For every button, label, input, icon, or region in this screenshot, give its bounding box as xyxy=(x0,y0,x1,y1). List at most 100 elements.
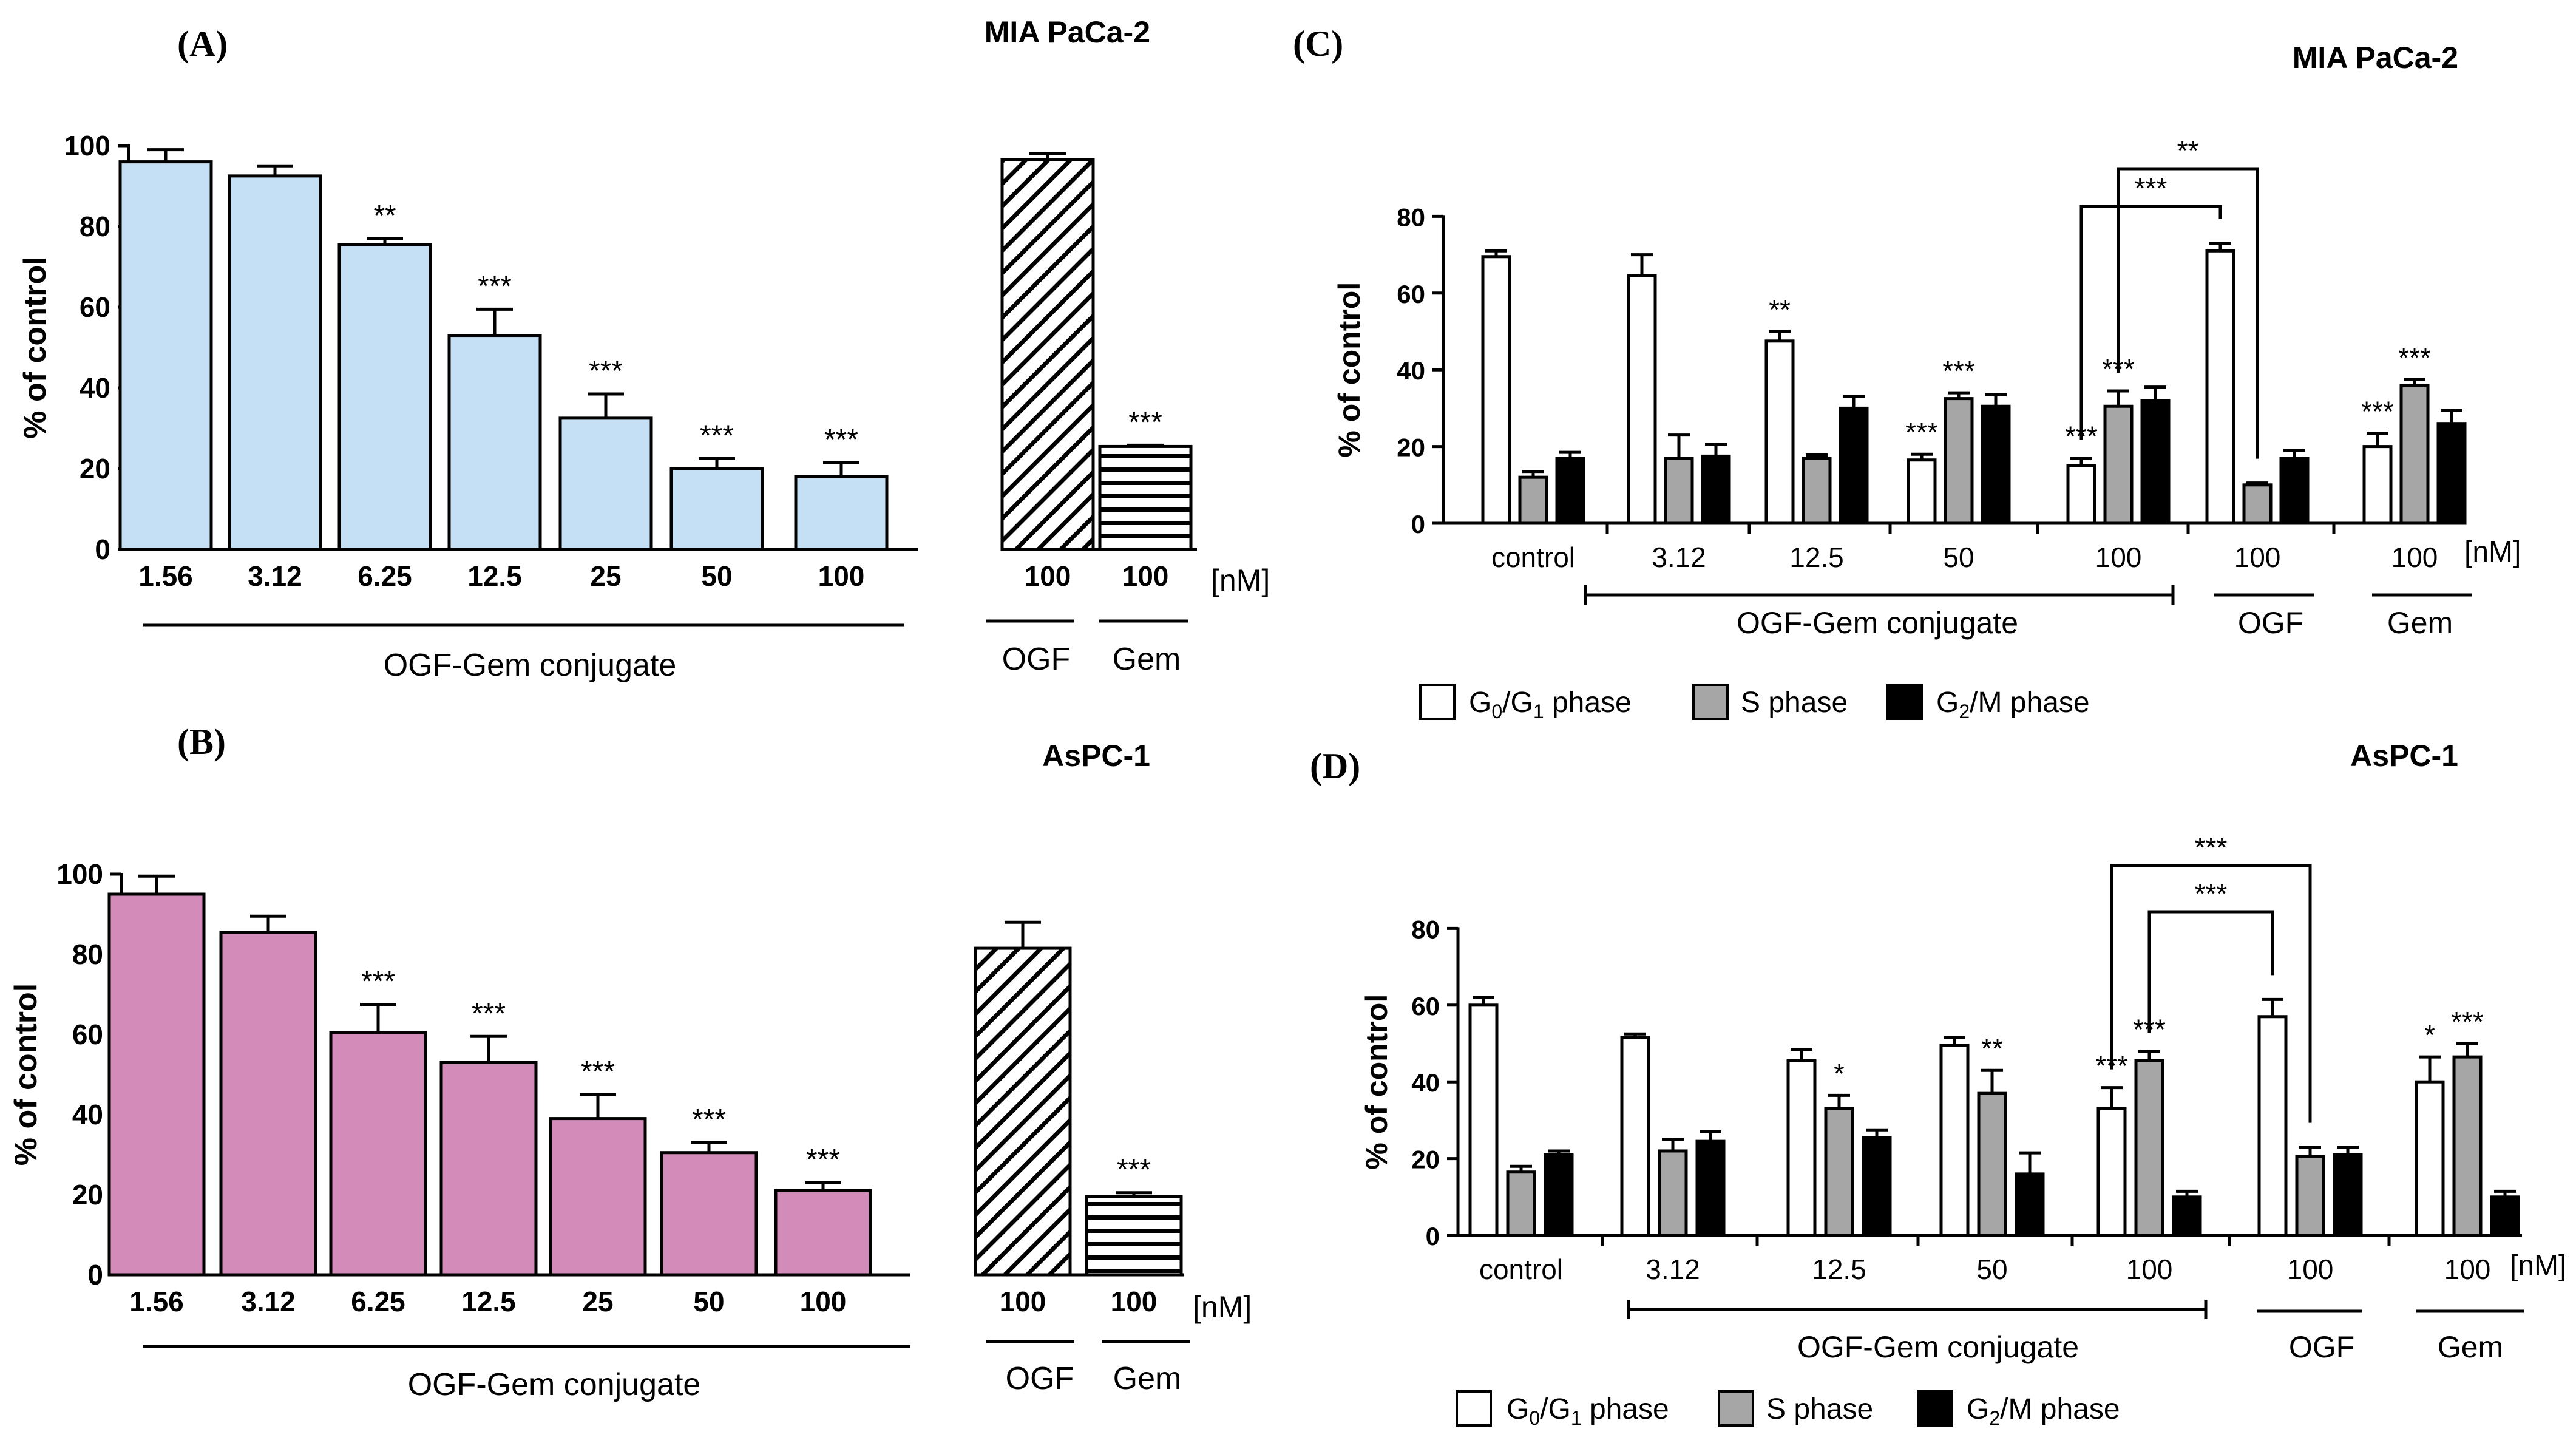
panel-a-bar xyxy=(1098,444,1193,551)
panel-a-significance-label: *** xyxy=(478,270,512,302)
panel-c-bar-s xyxy=(2242,483,2273,525)
panel-a-y-tick-label: 80 xyxy=(80,211,110,242)
panel-b-group-conjugate: OGF-Gem conjugate xyxy=(408,1367,701,1402)
panel-a-x-tick-label: 50 xyxy=(701,560,732,592)
legend-c-swatch-g2m xyxy=(1886,684,1923,720)
panel-d-comparison-label: *** xyxy=(2195,878,2228,909)
panel-c-x-tick-label: 50 xyxy=(1943,541,1974,573)
panel-b-bar xyxy=(774,1189,872,1277)
panel-d-bar-s xyxy=(1824,1107,1854,1237)
panel-c-y-axis-label: % of control xyxy=(1332,282,1366,458)
legend-c-label-s: S phase xyxy=(1741,687,1848,719)
panel-b-y-tick-label: 40 xyxy=(72,1099,103,1130)
panel-d-bar-g0g1 xyxy=(2096,1107,2127,1237)
panel-d-comparison-label: *** xyxy=(2195,832,2228,863)
panel-a-x-tick-label: 6.25 xyxy=(358,560,412,592)
panel-b-bar xyxy=(974,946,1072,1277)
panel-b-significance-label: *** xyxy=(1117,1154,1151,1186)
panel-c-bar-g0g1 xyxy=(1627,274,1657,525)
panel-d-group-ogf: OGF xyxy=(2289,1330,2354,1364)
legend-d-swatch-g2m xyxy=(1917,1390,1953,1427)
panel-d-title: AsPC-1 xyxy=(2350,739,2458,773)
panel-a-bar xyxy=(228,174,322,551)
panel-d-y-tick-label: 0 xyxy=(1426,1222,1440,1251)
panel-d-bar-g2m xyxy=(2333,1153,2363,1237)
panel-c-significance-label: *** xyxy=(2361,395,2394,427)
panel-d-bar-g2m xyxy=(2172,1195,2202,1237)
panel-c-bar-g2m xyxy=(1555,457,1585,525)
panel-b-significance-label: *** xyxy=(361,966,395,998)
panel-c-group-ogf: OGF xyxy=(2238,606,2303,640)
panel-c-significance-label: *** xyxy=(2398,342,2431,373)
panel-a-bar xyxy=(794,475,889,551)
panel-d-bar-s xyxy=(2452,1055,2483,1237)
panel-a-y-axis-label: % of control xyxy=(18,256,53,438)
panel-b-unit: [nM] xyxy=(1193,1290,1252,1324)
panel-c-bar-g2m xyxy=(1839,406,1869,525)
panel-a-significance-label: *** xyxy=(1128,406,1162,438)
panel-a-title: MIA PaCa-2 xyxy=(985,15,1150,49)
panel-d-bar-g2m xyxy=(1544,1153,1574,1237)
panel-b-label: (B) xyxy=(177,722,226,762)
panel-d-x-tick-label: 100 xyxy=(2126,1254,2173,1285)
panel-d-x-tick-label: 100 xyxy=(2444,1254,2491,1285)
panel-b-bar xyxy=(329,1031,427,1277)
legend-c-label-g0g1: G0/G1 phase xyxy=(1469,687,1632,722)
panel-c-bar-g0g1 xyxy=(1481,255,1511,525)
panel-d-significance-label: * xyxy=(2424,1019,2435,1051)
legend-c-swatch-s xyxy=(1692,684,1729,720)
panel-c-x-tick-label: 100 xyxy=(2391,541,2438,573)
panel-c-bar-g0g1 xyxy=(2362,445,2393,525)
panel-b-significance-label: *** xyxy=(581,1056,615,1088)
panel-d-bar-g0g1 xyxy=(1939,1044,1970,1237)
panel-d-group-gem: Gem xyxy=(2438,1330,2503,1364)
panel-c-bar-g2m xyxy=(1981,404,2011,525)
panel-d-bar-g2m xyxy=(2490,1195,2520,1237)
panel-c-bar-s xyxy=(1664,457,1694,525)
legend-d-label-s: S phase xyxy=(1766,1393,1873,1425)
panel-a-x-tick-label: 100 xyxy=(1122,560,1169,592)
panel-c-x-tick-label: 3.12 xyxy=(1652,541,1706,573)
panel-c-bar-s xyxy=(2399,383,2430,525)
panel-c-comparison-label: ** xyxy=(2177,135,2199,166)
panel-a-bar xyxy=(447,334,542,551)
panel-c-comparison-bracket xyxy=(2117,167,2259,459)
panel-b-y-tick-label: 80 xyxy=(72,939,103,970)
panel-a-x-tick-label: 1.56 xyxy=(138,560,193,592)
panel-a-bar xyxy=(558,416,653,551)
panel-b-bar xyxy=(1085,1195,1183,1277)
panel-d-comparison-bracket xyxy=(2110,864,2312,1123)
panel-a-group-gem: Gem xyxy=(1113,642,1181,677)
panel-d-bar-s xyxy=(2134,1059,2164,1237)
panel-d-bar-g0g1 xyxy=(1786,1059,1817,1237)
panel-d-unit: [nM] xyxy=(2510,1250,2566,1282)
panel-c-legend: G0/G1 phase S phase G2/M phase xyxy=(1419,684,2090,722)
panel-b-x-tick-label: 6.25 xyxy=(351,1286,405,1317)
legend-d-label-g0g1: G0/G1 phase xyxy=(1507,1393,1669,1429)
panel-a-significance-label: *** xyxy=(589,355,623,387)
panel-b-significance-label: *** xyxy=(692,1104,726,1136)
panel-d-legend: G0/G1 phase S phase G2/M phase xyxy=(1456,1390,2120,1429)
panel-c-bar-s xyxy=(2103,404,2134,525)
panel-d-y-tick-label: 80 xyxy=(1411,915,1440,943)
panel-c-bar-s xyxy=(1518,475,1548,525)
panel-b-x-tick-label: 100 xyxy=(1111,1286,1158,1317)
panel-b-x-tick-label: 100 xyxy=(800,1286,847,1317)
panel-c-label: (C) xyxy=(1293,24,1343,64)
panel-a-y-tick-label: 60 xyxy=(80,291,110,323)
panel-c-x-tick-label: 12.5 xyxy=(1789,541,1844,573)
panel-b-significance-label: *** xyxy=(472,997,506,1030)
panel-b-bar xyxy=(219,931,317,1277)
panel-c-x-tick-label: control xyxy=(1491,541,1575,573)
panel-d-significance-label: *** xyxy=(2451,1006,2484,1037)
panel-b-x-tick-label: 100 xyxy=(1000,1286,1046,1317)
panel-d-bar-g0g1 xyxy=(2415,1080,2445,1237)
panel-c-comparison-bracket xyxy=(2079,205,2222,440)
panel-d-x-tick-label: 12.5 xyxy=(1812,1254,1866,1285)
panel-d-bar-g2m xyxy=(2015,1172,2045,1237)
panel-b-y-tick-label: 60 xyxy=(72,1019,103,1050)
panel-c-bar-g0g1 xyxy=(1764,339,1795,525)
panel-d-comparison-bracket xyxy=(2147,910,2274,1033)
panel-a-unit: [nM] xyxy=(1211,563,1270,597)
panel-c-y-tick-label: 20 xyxy=(1397,433,1425,462)
